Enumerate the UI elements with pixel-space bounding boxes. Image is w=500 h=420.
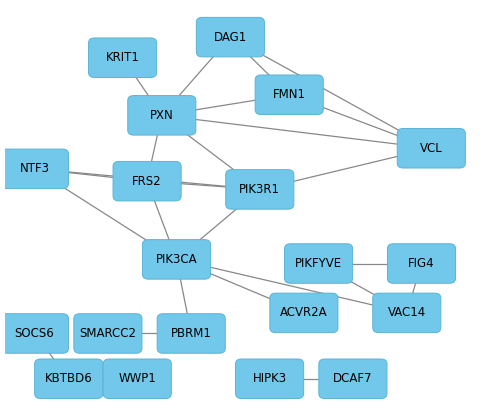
FancyBboxPatch shape xyxy=(319,359,387,399)
Text: VCL: VCL xyxy=(420,142,442,155)
FancyBboxPatch shape xyxy=(388,244,456,283)
FancyBboxPatch shape xyxy=(226,170,294,209)
FancyBboxPatch shape xyxy=(0,149,68,189)
FancyBboxPatch shape xyxy=(196,17,264,57)
Text: PBRM1: PBRM1 xyxy=(171,327,211,340)
FancyBboxPatch shape xyxy=(284,244,352,283)
FancyBboxPatch shape xyxy=(74,314,142,353)
Text: PIKFYVE: PIKFYVE xyxy=(295,257,342,270)
Text: HIPK3: HIPK3 xyxy=(252,372,286,385)
Text: KBTBD6: KBTBD6 xyxy=(45,372,92,385)
FancyBboxPatch shape xyxy=(103,359,172,399)
Text: PIK3CA: PIK3CA xyxy=(156,253,198,266)
Text: DCAF7: DCAF7 xyxy=(333,372,372,385)
Text: VAC14: VAC14 xyxy=(388,307,426,319)
FancyBboxPatch shape xyxy=(142,240,210,279)
FancyBboxPatch shape xyxy=(0,314,68,353)
Text: DAG1: DAG1 xyxy=(214,31,247,44)
Text: FRS2: FRS2 xyxy=(132,175,162,188)
FancyBboxPatch shape xyxy=(34,359,103,399)
Text: ACVR2A: ACVR2A xyxy=(280,307,328,319)
FancyBboxPatch shape xyxy=(157,314,226,353)
Text: KRIT1: KRIT1 xyxy=(106,51,140,64)
Text: PXN: PXN xyxy=(150,109,174,122)
Text: NTF3: NTF3 xyxy=(20,163,50,175)
FancyBboxPatch shape xyxy=(255,75,324,115)
FancyBboxPatch shape xyxy=(113,161,181,201)
Text: SOCS6: SOCS6 xyxy=(14,327,54,340)
Text: FMN1: FMN1 xyxy=(272,88,306,101)
FancyBboxPatch shape xyxy=(270,293,338,333)
FancyBboxPatch shape xyxy=(397,129,466,168)
FancyBboxPatch shape xyxy=(236,359,304,399)
FancyBboxPatch shape xyxy=(372,293,441,333)
Text: PIK3R1: PIK3R1 xyxy=(240,183,281,196)
Text: WWP1: WWP1 xyxy=(118,372,156,385)
FancyBboxPatch shape xyxy=(88,38,156,77)
Text: SMARCC2: SMARCC2 xyxy=(80,327,136,340)
FancyBboxPatch shape xyxy=(128,96,196,135)
Text: FIG4: FIG4 xyxy=(408,257,435,270)
